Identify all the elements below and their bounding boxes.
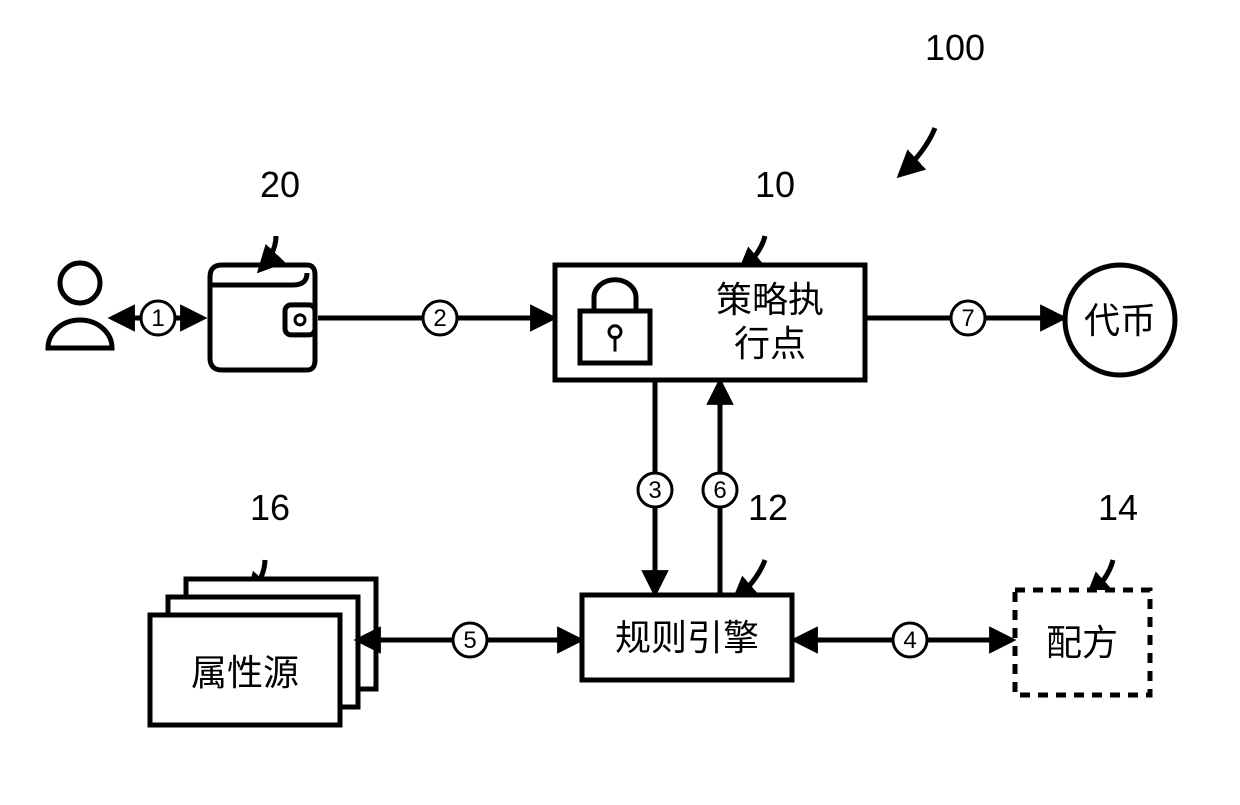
policy-enforcement-point: 策略执行点 <box>555 265 865 380</box>
edge-2: 2 <box>318 301 553 335</box>
svg-text:14: 14 <box>1098 487 1138 528</box>
svg-text:规则引擎: 规则引擎 <box>615 618 759 658</box>
token-node: 代币 <box>1065 265 1175 375</box>
svg-text:配方: 配方 <box>1046 623 1118 663</box>
ref-system: 100 <box>900 27 985 175</box>
edge-6: 6 <box>703 382 737 593</box>
wallet-icon <box>210 265 315 370</box>
rules-engine-node: 规则引擎 <box>582 595 792 680</box>
step-badge-3: 3 <box>648 477 661 504</box>
ref-wallet: 20 <box>260 164 300 270</box>
ref-recipe: 14 <box>1088 487 1138 597</box>
svg-text:属性源: 属性源 <box>191 653 299 693</box>
step-badge-7: 7 <box>961 305 974 332</box>
ref-rules: 12 <box>734 487 788 601</box>
svg-text:16: 16 <box>250 487 290 528</box>
edge-1: 1 <box>112 301 203 335</box>
step-badge-1: 1 <box>151 305 164 332</box>
step-badge-6: 6 <box>713 477 726 504</box>
edge-4: 4 <box>795 623 1012 657</box>
svg-text:行点: 行点 <box>734 324 806 364</box>
diagram-canvas: 1002010121416策略执行点代币规则引擎配方属性源1234567 <box>0 0 1240 805</box>
attribute-source-node: 属性源 <box>150 579 376 725</box>
svg-text:策略执: 策略执 <box>716 280 824 320</box>
step-badge-2: 2 <box>433 305 446 332</box>
recipe-node: 配方 <box>1015 590 1150 695</box>
svg-text:10: 10 <box>755 164 795 205</box>
step-badge-4: 4 <box>903 627 916 654</box>
svg-text:12: 12 <box>748 487 788 528</box>
user-icon <box>48 263 112 348</box>
edge-7: 7 <box>867 301 1063 335</box>
edge-3: 3 <box>638 382 672 593</box>
ref-pep: 10 <box>740 164 795 272</box>
step-badge-5: 5 <box>463 627 476 654</box>
edge-5: 5 <box>358 623 580 657</box>
svg-text:20: 20 <box>260 164 300 205</box>
svg-text:代币: 代币 <box>1084 301 1156 341</box>
svg-text:100: 100 <box>925 27 985 68</box>
